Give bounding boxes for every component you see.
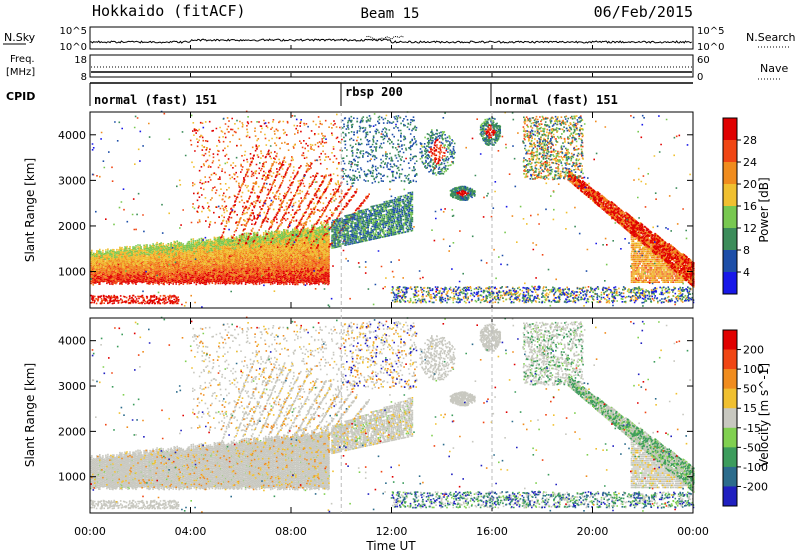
power-ylabel: Slant Range [km] (23, 158, 37, 262)
power-panel: 1000 2000 3000 4000 Slant Range [km] (23, 110, 695, 309)
freq-panel: Freq. [MHz] 18 8 60 0 Nave (6, 54, 788, 83)
nave-tick-top: 60 (697, 55, 710, 66)
beam-label: Beam 15 (360, 6, 419, 22)
nave-tick-bottom: 0 (697, 72, 703, 83)
velocity-colorbar-label: Velocity [m s^-1] (757, 363, 771, 467)
velocity-swatch-2 (723, 369, 737, 389)
power-swatch-1 (723, 140, 737, 163)
noise-panel: N.Sky 10^5 10^0 10^5 10^0 N.Search (3, 26, 796, 53)
power-swatch-6 (723, 250, 737, 273)
power-ytick-label-2: 3000 (58, 174, 86, 187)
cpid-label: CPID (6, 90, 35, 103)
freq-tick-top: 18 (74, 55, 87, 66)
velocity-ytick-label-2: 3000 (58, 380, 86, 393)
velocity-swatch-4 (723, 408, 737, 429)
velocity-swatch-5 (723, 427, 737, 448)
velocity-tick-label-1: 100 (743, 363, 764, 376)
power-axes: 1000 2000 3000 4000 (58, 129, 693, 279)
noise-left-tick-top: 10^5 (60, 26, 87, 37)
power-cells-1 (90, 115, 695, 304)
velocity-heatmap-data (90, 316, 695, 513)
date-label: 06/Feb/2015 (594, 3, 693, 21)
power-ytick-label-3: 4000 (58, 129, 86, 142)
velocity-swatch-6 (723, 447, 737, 468)
velocity-swatch-1 (723, 349, 737, 370)
power-tick-label-0: 4 (743, 266, 750, 279)
noise-left-label: N.Sky (4, 31, 36, 44)
velocity-tick-label-6: -100 (743, 461, 768, 474)
power-ytick-label-0: 1000 (58, 266, 86, 279)
power-tick-label-2: 12 (743, 222, 757, 235)
velocity-tick-label-4: -15 (743, 422, 761, 435)
nave-label: Nave (760, 62, 788, 75)
power-swatch-0 (723, 118, 737, 141)
freq-label-line1: Freq. (10, 54, 35, 65)
power-swatch-7 (723, 272, 737, 295)
power-swatch-4 (723, 206, 737, 229)
power-tick-label-5: 24 (743, 156, 757, 169)
cpid-segment-1: normal (fast) 151 (94, 93, 217, 107)
velocity-ytick-label-3: 4000 (58, 335, 86, 348)
noise-right-label: N.Search (746, 31, 796, 44)
velocity-ylabel: Slant Range [km] (23, 363, 37, 467)
velocity-tick-label-3: 15 (743, 402, 757, 415)
xtick-label-4: 16:00 (476, 525, 508, 538)
velocity-swatch-3 (723, 388, 737, 409)
velocity-cells-4 (91, 320, 695, 513)
xtick-label-3: 12:00 (376, 525, 408, 538)
velocity-axes: 1000 2000 3000 4000 (58, 335, 693, 484)
velocity-tick-label-5: -50 (743, 441, 761, 454)
velocity-swatch-0 (723, 330, 737, 350)
noise-left-tick-bottom: 10^0 (60, 42, 87, 53)
power-ytick-label-1: 2000 (58, 220, 86, 233)
x-axis: 00:00 04:00 08:00 12:00 16:00 20:00 00:00 (74, 45, 709, 538)
power-tick-label-3: 16 (743, 200, 757, 213)
velocity-colorbar: 200 100 50 15 -15 -50 -100 -200 (722, 329, 768, 507)
xtick-label-6: 00:00 (677, 525, 709, 538)
velocity-ytick-label-1: 2000 (58, 425, 86, 438)
title: Hokkaido (fitACF) (92, 2, 246, 20)
velocity-tick-label-7: -200 (743, 480, 768, 493)
velocity-swatch-7 (723, 466, 737, 487)
power-colorbar-label: Power [dB] (757, 177, 771, 242)
power-tick-label-6: 28 (743, 134, 757, 147)
power-cells-6 (90, 112, 694, 308)
velocity-frame (722, 329, 738, 507)
xtick-label-0: 00:00 (74, 525, 106, 538)
power-cells-5 (91, 110, 695, 307)
velocity-swatch-8 (723, 486, 737, 507)
cpid-panel: CPID normal (fast) 151 rbsp 200 normal (… (6, 82, 693, 107)
velocity-panel: 1000 2000 3000 4000 Slant Range [km] (23, 316, 695, 514)
xtick-label-5: 20:00 (577, 525, 609, 538)
velocity-tick-label-0: 200 (743, 344, 764, 357)
power-swatch-5 (723, 228, 737, 251)
cpid-segment-3: normal (fast) 151 (495, 93, 618, 107)
power-colorbar: 4 8 12 16 20 24 28 (722, 117, 757, 295)
noise-search-line (366, 35, 405, 40)
xtick-label-2: 08:00 (275, 525, 307, 538)
xtick-label-1: 04:00 (175, 525, 207, 538)
velocity-cells-1 (90, 318, 695, 510)
power-swatch-2 (723, 162, 737, 185)
power-swatch-3 (723, 184, 737, 207)
freq-tick-bottom: 8 (81, 72, 87, 83)
noise-sky-line (89, 38, 692, 44)
power-tick-label-1: 8 (743, 244, 750, 257)
velocity-tick-label-2: 50 (743, 383, 757, 396)
power-heatmap-data (90, 110, 695, 308)
cpid-segment-2: rbsp 200 (345, 85, 403, 99)
power-tick-label-4: 20 (743, 178, 757, 191)
x-axis-label: Time UT (365, 539, 416, 553)
noise-right-tick-top: 10^5 (697, 26, 724, 37)
velocity-ytick-label-0: 1000 (58, 471, 86, 484)
freq-label-line2: [MHz] (6, 67, 35, 78)
noise-right-tick-bottom: 10^0 (697, 42, 724, 53)
